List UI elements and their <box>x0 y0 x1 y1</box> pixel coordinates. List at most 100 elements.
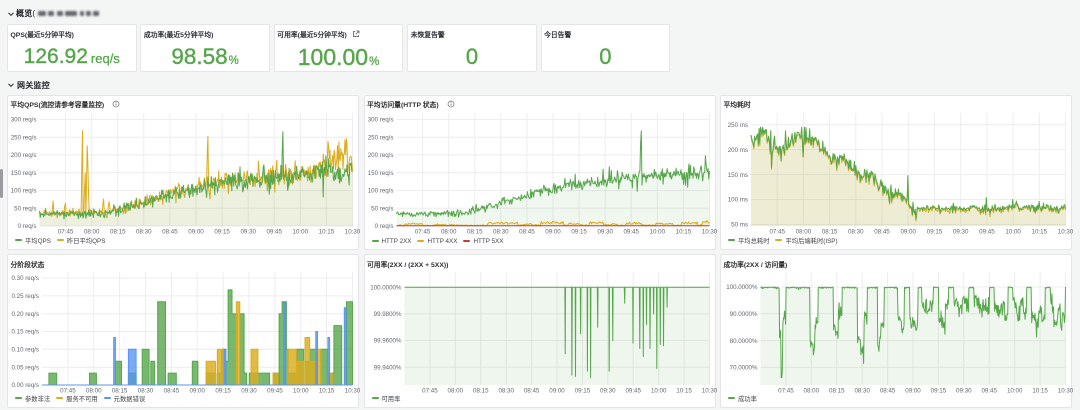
svg-text:10:00: 10:00 <box>293 228 309 235</box>
svg-text:09:30: 09:30 <box>600 388 616 395</box>
svg-text:10:00: 10:00 <box>650 388 666 395</box>
svg-text:10:30: 10:30 <box>345 228 360 235</box>
svg-text:0 req/s: 0 req/s <box>18 223 37 230</box>
svg-text:08:45: 08:45 <box>519 228 535 235</box>
svg-text:50 ms: 50 ms <box>731 221 748 228</box>
svg-text:09:15: 09:15 <box>571 228 587 235</box>
svg-text:100.0000%: 100.0000% <box>370 285 402 292</box>
svg-text:0 req/s: 0 req/s <box>374 223 393 230</box>
svg-text:0.20 req/s: 0.20 req/s <box>11 311 39 318</box>
svg-text:09:45: 09:45 <box>981 388 997 395</box>
svg-text:10:15: 10:15 <box>676 388 692 395</box>
svg-text:07:45: 07:45 <box>414 228 430 235</box>
svg-text:09:00: 09:00 <box>549 388 565 395</box>
svg-text:08:00: 08:00 <box>84 228 100 235</box>
svg-text:99.9800%: 99.9800% <box>373 311 401 318</box>
svg-text:07:45: 07:45 <box>778 388 794 395</box>
svg-text:10:15: 10:15 <box>1032 388 1048 395</box>
svg-text:07:45: 07:45 <box>769 228 785 235</box>
svg-text:09:00: 09:00 <box>900 228 916 235</box>
svg-text:200 req/s: 200 req/s <box>11 152 37 159</box>
svg-text:200 req/s: 200 req/s <box>367 152 393 159</box>
svg-text:10:30: 10:30 <box>701 228 716 235</box>
svg-text:90.0000%: 90.0000% <box>730 311 758 318</box>
svg-text:08:45: 08:45 <box>874 228 890 235</box>
svg-text:08:30: 08:30 <box>848 228 864 235</box>
svg-text:10:15: 10:15 <box>319 228 335 235</box>
svg-text:10:15: 10:15 <box>319 388 335 395</box>
svg-text:10:00: 10:00 <box>1005 228 1021 235</box>
svg-text:09:00: 09:00 <box>189 388 205 395</box>
svg-text:50 req/s: 50 req/s <box>14 205 36 212</box>
svg-text:100 ms: 100 ms <box>728 196 748 203</box>
svg-text:300 req/s: 300 req/s <box>11 116 37 123</box>
svg-text:0.00 req/s: 0.00 req/s <box>11 382 39 389</box>
svg-text:0.10 req/s: 0.10 req/s <box>11 347 39 354</box>
svg-text:08:30: 08:30 <box>854 388 870 395</box>
svg-text:08:00: 08:00 <box>447 388 463 395</box>
svg-text:09:45: 09:45 <box>979 228 995 235</box>
svg-text:09:15: 09:15 <box>927 228 943 235</box>
svg-text:09:30: 09:30 <box>241 388 257 395</box>
svg-text:09:45: 09:45 <box>267 388 283 395</box>
svg-text:09:45: 09:45 <box>625 388 641 395</box>
svg-text:08:00: 08:00 <box>796 228 812 235</box>
svg-text:08:30: 08:30 <box>136 228 152 235</box>
svg-text:09:30: 09:30 <box>956 388 972 395</box>
svg-text:07:45: 07:45 <box>422 388 438 395</box>
svg-text:08:15: 08:15 <box>110 228 126 235</box>
svg-text:09:45: 09:45 <box>266 228 282 235</box>
svg-text:07:45: 07:45 <box>60 388 76 395</box>
svg-text:10:00: 10:00 <box>649 228 665 235</box>
svg-text:150 req/s: 150 req/s <box>11 169 37 176</box>
svg-text:300 req/s: 300 req/s <box>367 116 393 123</box>
svg-text:10:15: 10:15 <box>675 228 691 235</box>
svg-text:08:00: 08:00 <box>440 228 456 235</box>
svg-text:08:00: 08:00 <box>86 388 102 395</box>
svg-text:200 ms: 200 ms <box>728 146 748 153</box>
svg-text:0.15 req/s: 0.15 req/s <box>11 329 39 336</box>
svg-text:08:45: 08:45 <box>880 388 896 395</box>
svg-text:08:15: 08:15 <box>112 388 128 395</box>
svg-text:08:30: 08:30 <box>498 388 514 395</box>
svg-text:10:15: 10:15 <box>1032 228 1048 235</box>
svg-text:100 req/s: 100 req/s <box>367 187 393 194</box>
svg-text:250 ms: 250 ms <box>728 121 748 128</box>
svg-text:07:45: 07:45 <box>58 228 74 235</box>
svg-text:09:15: 09:15 <box>214 228 230 235</box>
svg-text:10:30: 10:30 <box>345 388 360 395</box>
svg-text:10:00: 10:00 <box>293 388 309 395</box>
svg-text:09:00: 09:00 <box>545 228 561 235</box>
svg-text:09:00: 09:00 <box>905 388 921 395</box>
svg-text:10:30: 10:30 <box>701 388 716 395</box>
svg-text:08:15: 08:15 <box>473 388 489 395</box>
svg-text:08:30: 08:30 <box>493 228 509 235</box>
svg-text:09:45: 09:45 <box>623 228 639 235</box>
svg-text:0.05 req/s: 0.05 req/s <box>11 364 39 371</box>
svg-text:09:30: 09:30 <box>597 228 613 235</box>
svg-text:0.30 req/s: 0.30 req/s <box>11 275 39 282</box>
svg-text:150 req/s: 150 req/s <box>367 169 393 176</box>
svg-text:70.0000%: 70.0000% <box>730 365 758 372</box>
svg-text:09:00: 09:00 <box>188 228 204 235</box>
svg-text:100.0000%: 100.0000% <box>726 284 758 291</box>
svg-text:09:30: 09:30 <box>240 228 256 235</box>
svg-text:08:45: 08:45 <box>162 228 178 235</box>
svg-text:09:30: 09:30 <box>953 228 969 235</box>
svg-text:08:15: 08:15 <box>822 228 838 235</box>
svg-text:80.0000%: 80.0000% <box>730 338 758 345</box>
svg-text:250 req/s: 250 req/s <box>11 134 37 141</box>
svg-text:10:30: 10:30 <box>1058 388 1073 395</box>
svg-text:150 ms: 150 ms <box>728 171 748 178</box>
svg-text:250 req/s: 250 req/s <box>367 134 393 141</box>
svg-text:99.9600%: 99.9600% <box>373 338 401 345</box>
svg-text:10:00: 10:00 <box>1007 388 1023 395</box>
svg-text:08:00: 08:00 <box>804 388 820 395</box>
svg-text:08:45: 08:45 <box>164 388 180 395</box>
svg-text:0.25 req/s: 0.25 req/s <box>11 293 39 300</box>
svg-text:09:15: 09:15 <box>574 388 590 395</box>
svg-text:100 req/s: 100 req/s <box>11 187 37 194</box>
svg-text:08:15: 08:15 <box>467 228 483 235</box>
svg-text:09:15: 09:15 <box>215 388 231 395</box>
svg-text:08:45: 08:45 <box>523 388 539 395</box>
